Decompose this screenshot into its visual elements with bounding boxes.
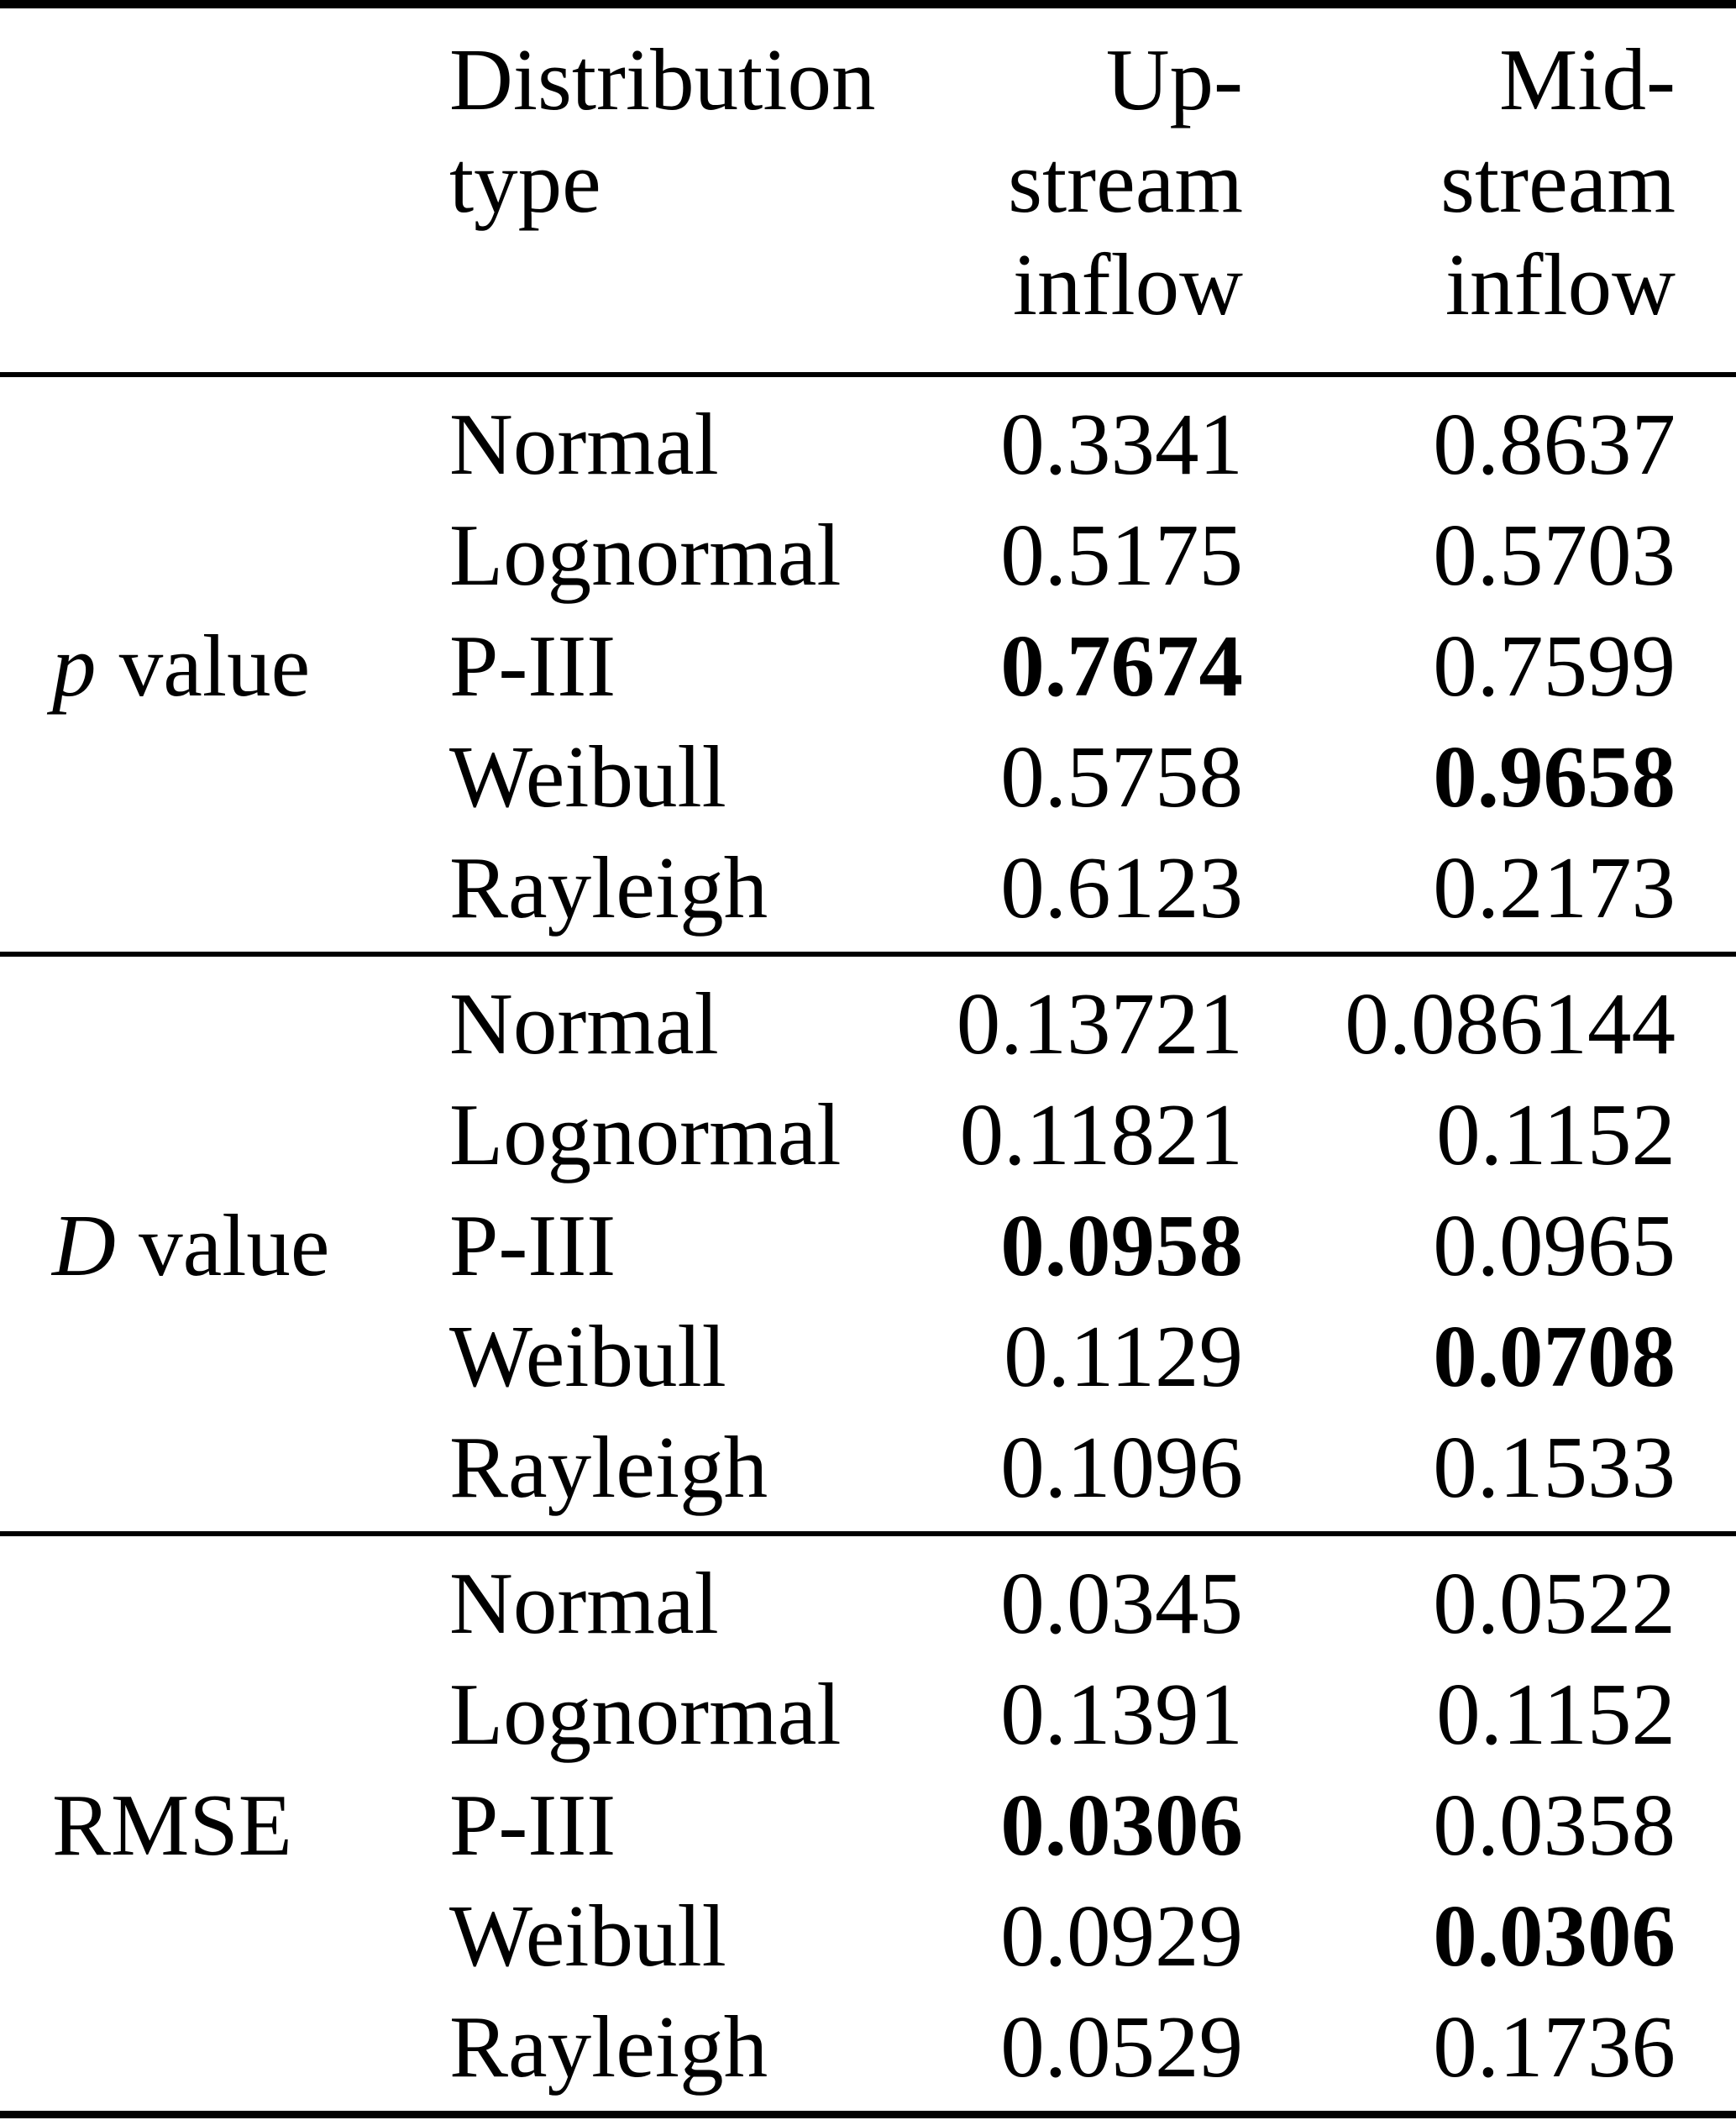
header-line: stream xyxy=(1008,133,1243,231)
distribution-cell: P-III xyxy=(449,1196,616,1294)
column-header-distribution-type: Distribution type xyxy=(449,29,876,336)
upstream-value-cell: 0.0306 xyxy=(1000,1776,1243,1874)
metric-text: value xyxy=(139,1196,330,1294)
header-separator-rule xyxy=(0,372,1736,377)
upstream-value-cell: 0.1391 xyxy=(1000,1665,1243,1763)
distribution-cell: P-III xyxy=(449,1776,616,1874)
row-group-label-rmse: RMSE xyxy=(0,1548,449,2102)
table-header-row: Distribution type Up- stream inflow Mid-… xyxy=(0,8,1736,372)
column-header-midstream-inflow: Mid- stream inflow xyxy=(1243,29,1736,336)
distribution-cell: Rayleigh xyxy=(449,838,768,937)
midstream-value-cell: 0.1152 xyxy=(1436,1665,1676,1763)
distribution-cell: Rayleigh xyxy=(449,1997,768,2096)
upstream-value-cell: 0.0345 xyxy=(1000,1554,1243,1652)
distribution-cell: Weibull xyxy=(449,1307,726,1405)
distribution-cell: Normal xyxy=(449,974,719,1073)
metric-text: value xyxy=(118,617,311,715)
header-line: Up- xyxy=(1105,30,1243,129)
distribution-cell: Weibull xyxy=(449,1886,726,1985)
header-line: Distribution xyxy=(449,30,876,129)
upstream-value-cell: 0.5175 xyxy=(1000,506,1243,604)
metric-text: RMSE xyxy=(52,1776,292,1874)
section-separator-rule xyxy=(0,1531,1736,1536)
midstream-value-cell: 0.5703 xyxy=(1433,506,1676,604)
section-rmse: RMSE Normal 0.0345 0.0522 Lognormal 0.13… xyxy=(0,1536,1736,2111)
header-line: inflow xyxy=(1445,235,1676,333)
upstream-value-cell: 0.3341 xyxy=(1000,395,1243,493)
distribution-cell: Weibull xyxy=(449,727,726,826)
midstream-value-cell: 0.9658 xyxy=(1433,727,1676,826)
distribution-cell: Rayleigh xyxy=(449,1418,768,1516)
table-top-rule xyxy=(0,0,1736,8)
midstream-value-cell: 0.8637 xyxy=(1433,395,1676,493)
upstream-value-cell: 0.5758 xyxy=(1000,727,1243,826)
section-p-value: p value Normal 0.3341 0.8637 Lognormal 0.… xyxy=(0,377,1736,952)
distribution-cell: Normal xyxy=(449,1554,719,1652)
header-line: stream xyxy=(1440,133,1676,231)
midstream-value-cell: 0.0708 xyxy=(1433,1307,1676,1405)
midstream-value-cell: 0.1736 xyxy=(1433,1997,1676,2096)
midstream-value-cell: 0.0306 xyxy=(1433,1886,1676,1985)
upstream-value-cell: 0.0529 xyxy=(1000,1997,1243,2096)
midstream-value-cell: 0.1152 xyxy=(1436,1085,1676,1183)
midstream-value-cell: 0.0358 xyxy=(1433,1776,1676,1874)
upstream-value-cell: 0.0958 xyxy=(1000,1196,1243,1294)
row-group-label-p-value: p value xyxy=(0,389,449,943)
table-bottom-rule xyxy=(0,2111,1736,2118)
header-line: inflow xyxy=(1012,235,1243,333)
metric-symbol: D xyxy=(52,1196,116,1294)
midstream-value-cell: 0.7599 xyxy=(1433,617,1676,715)
column-header-upstream-inflow: Up- stream inflow xyxy=(869,29,1243,336)
upstream-value-cell: 0.13721 xyxy=(956,974,1243,1073)
distribution-cell: Lognormal xyxy=(449,506,842,604)
distribution-cell: Lognormal xyxy=(449,1085,842,1183)
upstream-value-cell: 0.1096 xyxy=(1000,1418,1243,1516)
distribution-cell: Normal xyxy=(449,395,719,493)
distribution-cell: P-III xyxy=(449,617,616,715)
distribution-cell: Lognormal xyxy=(449,1665,842,1763)
header-line: type xyxy=(449,133,601,231)
header-line: Mid- xyxy=(1499,30,1676,129)
section-separator-rule xyxy=(0,952,1736,957)
upstream-value-cell: 0.1129 xyxy=(1004,1307,1243,1405)
midstream-value-cell: 0.0965 xyxy=(1433,1196,1676,1294)
metric-symbol: p xyxy=(52,617,97,715)
upstream-value-cell: 0.0929 xyxy=(1000,1886,1243,1985)
midstream-value-cell: 0.086144 xyxy=(1345,974,1676,1073)
midstream-value-cell: 0.1533 xyxy=(1433,1418,1676,1516)
metric-column-header xyxy=(0,29,449,336)
midstream-value-cell: 0.2173 xyxy=(1433,838,1676,937)
upstream-value-cell: 0.11821 xyxy=(959,1085,1243,1183)
upstream-value-cell: 0.6123 xyxy=(1000,838,1243,937)
upstream-value-cell: 0.7674 xyxy=(1000,617,1243,715)
midstream-value-cell: 0.0522 xyxy=(1433,1554,1676,1652)
